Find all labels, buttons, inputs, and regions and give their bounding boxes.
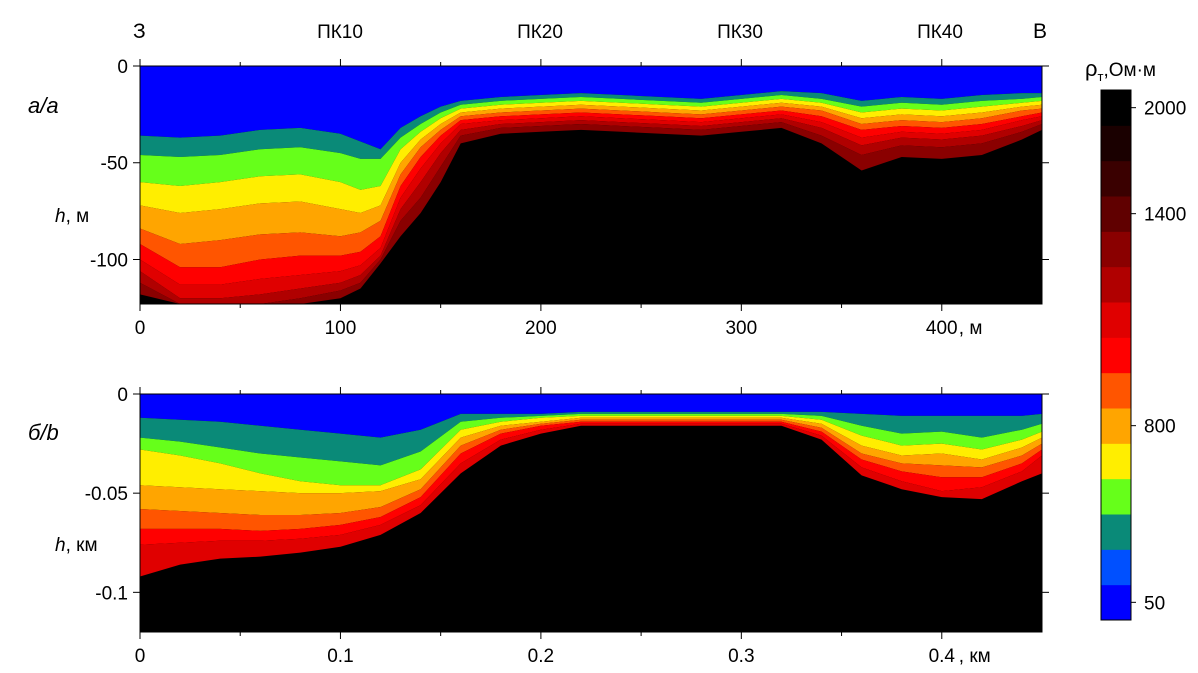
colorbar-band xyxy=(1101,478,1131,515)
panel-b-plot: 0 0.1 0.2 0.3 0.4, км 0 -0.05 -0.1 xyxy=(85,385,1049,667)
y-tick-label: 0 xyxy=(117,385,128,406)
colorbar-title: ρт,Ом·м xyxy=(1085,56,1156,84)
colorbar-tick-label: 2000 xyxy=(1144,99,1186,120)
resistivity-layer xyxy=(140,66,1042,150)
colorbar-band xyxy=(1101,302,1131,338)
y-tick-label: 0 xyxy=(117,57,128,78)
colorbar-title-sub: т xyxy=(1098,69,1104,84)
picket-label-pk30: ПК30 xyxy=(717,22,763,43)
east-label: В xyxy=(1033,20,1047,43)
resistivity-layer xyxy=(140,91,1042,159)
resistivity-layer xyxy=(140,413,1042,486)
colorbar-band xyxy=(1101,584,1131,621)
colorbar-title-unit: ,Ом·м xyxy=(1103,60,1156,81)
colorbar-band xyxy=(1101,231,1131,268)
colorbar-tick-label: 800 xyxy=(1144,417,1176,438)
picket-label-pk40: ПК40 xyxy=(917,22,963,43)
x-tick-label: 0 xyxy=(135,318,146,339)
x-tick-label: 0.4 xyxy=(929,646,956,667)
y-tick-label: -100 xyxy=(90,250,128,271)
colorbar-band xyxy=(1101,443,1131,480)
colorbar-band xyxy=(1101,408,1131,444)
colorbar-band xyxy=(1101,125,1131,162)
panel-a-y-axis-unit: , м xyxy=(66,206,90,227)
x-tick-label: 0 xyxy=(135,646,146,667)
resistivity-layer xyxy=(140,423,1042,577)
x-tick-label: 0.2 xyxy=(528,646,554,667)
resistivity-layer xyxy=(140,102,1042,245)
y-tick-label: -0.05 xyxy=(85,484,128,505)
x-tick-label: 300 xyxy=(725,318,757,339)
panel-b-label: б/b xyxy=(28,420,59,445)
panel-b-y-axis-label: h, км xyxy=(55,535,98,556)
panel-b-axes: 0 0.1 0.2 0.3 0.4, км 0 -0.05 -0.1 xyxy=(85,385,1049,667)
colorbar-band xyxy=(1101,337,1131,374)
x-tick-label: 0.3 xyxy=(728,646,754,667)
colorbar-title-rho: ρ xyxy=(1085,56,1098,81)
colorbar: ρт,Ом·м 2000 1400 800 50 xyxy=(1085,56,1186,621)
resistivity-layer xyxy=(140,98,1042,214)
panel-b-y-axis-unit: , км xyxy=(66,535,98,556)
resistivity-layer xyxy=(140,106,1042,268)
x-tick-label: 400 xyxy=(926,318,958,339)
colorbar-tick-label: 50 xyxy=(1144,593,1165,614)
panel-a-plot: 0 100 200 300 400, м 0 -50 -100 xyxy=(90,57,1049,339)
x-axis-unit: , м xyxy=(959,318,983,339)
colorbar-band xyxy=(1101,90,1131,126)
resistivity-layer xyxy=(140,114,1042,299)
colorbar-bands xyxy=(1101,90,1131,621)
colorbar-band xyxy=(1101,514,1131,550)
colorbar-band xyxy=(1101,372,1131,409)
panel-a-label: а/a xyxy=(28,93,59,118)
colorbar-frame xyxy=(1100,89,1132,621)
west-label: З xyxy=(133,20,146,43)
panel-a-axes: 0 100 200 300 400, м 0 -50 -100 xyxy=(90,57,1049,339)
panel-a-y-axis-label: h, м xyxy=(55,206,89,227)
resistivity-layer xyxy=(140,95,1042,190)
x-tick-label: 100 xyxy=(325,318,357,339)
colorbar-band xyxy=(1101,160,1131,197)
colorbar-band xyxy=(1101,266,1131,303)
plot-frame xyxy=(139,393,1043,633)
x-axis-unit: , км xyxy=(959,646,991,667)
resistivity-layer xyxy=(140,110,1042,285)
resistivity-layer xyxy=(140,394,1042,438)
resistivity-layer xyxy=(140,421,1042,545)
y-tick-label: -0.1 xyxy=(95,583,128,604)
picket-label-pk20: ПК20 xyxy=(517,22,563,43)
colorbar-tick-label: 1400 xyxy=(1144,205,1186,226)
plot-frame xyxy=(139,65,1043,305)
resistivity-layer xyxy=(140,417,1042,515)
x-tick-label: 0.1 xyxy=(327,646,353,667)
colorbar-band xyxy=(1101,549,1131,586)
panel-a-resistivity-layers xyxy=(140,66,1042,304)
y-tick-label: -50 xyxy=(101,154,128,175)
picket-label-pk10: ПК10 xyxy=(317,22,363,43)
panel-b-resistivity-layers xyxy=(140,394,1042,577)
resistivity-layer xyxy=(140,415,1042,494)
x-tick-label: 200 xyxy=(525,318,557,339)
resistivity-layer xyxy=(140,411,1042,466)
resistivity-layer xyxy=(140,419,1042,531)
colorbar-ticks: 2000 1400 800 50 xyxy=(1131,99,1186,614)
colorbar-band xyxy=(1101,196,1131,232)
